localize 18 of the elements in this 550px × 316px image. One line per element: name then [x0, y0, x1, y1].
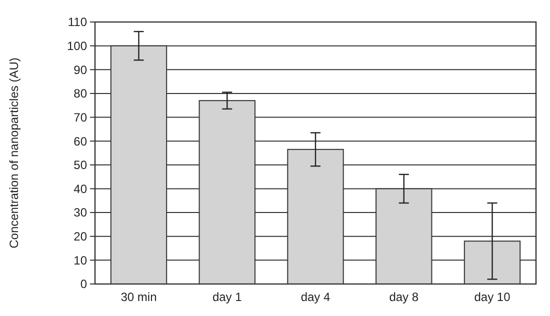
- x-tick-label: day 4: [300, 290, 330, 304]
- y-tick-label: 40: [74, 182, 88, 196]
- y-tick-label: 10: [74, 253, 88, 268]
- y-tick-label: 30: [74, 206, 88, 220]
- y-axis-title: Concentration of nanoparticles (AU): [7, 58, 21, 248]
- x-tick-label: day 8: [389, 290, 419, 304]
- y-tick-label: 90: [74, 62, 88, 77]
- y-tick-label: 0: [80, 277, 88, 292]
- y-tick-label: 20: [74, 230, 88, 244]
- x-tick-label: day 1: [212, 290, 242, 304]
- y-tick-label: 110: [68, 15, 88, 30]
- x-tick-label: 30 min: [120, 290, 157, 304]
- x-tick-label: day 10: [474, 290, 511, 304]
- y-tick-label: 60: [74, 134, 88, 148]
- y-tick-label: 80: [74, 86, 88, 101]
- y-tick-label: 50: [74, 158, 88, 172]
- y-tick-label: 100: [66, 39, 88, 54]
- y-tick-label: 70: [74, 110, 88, 124]
